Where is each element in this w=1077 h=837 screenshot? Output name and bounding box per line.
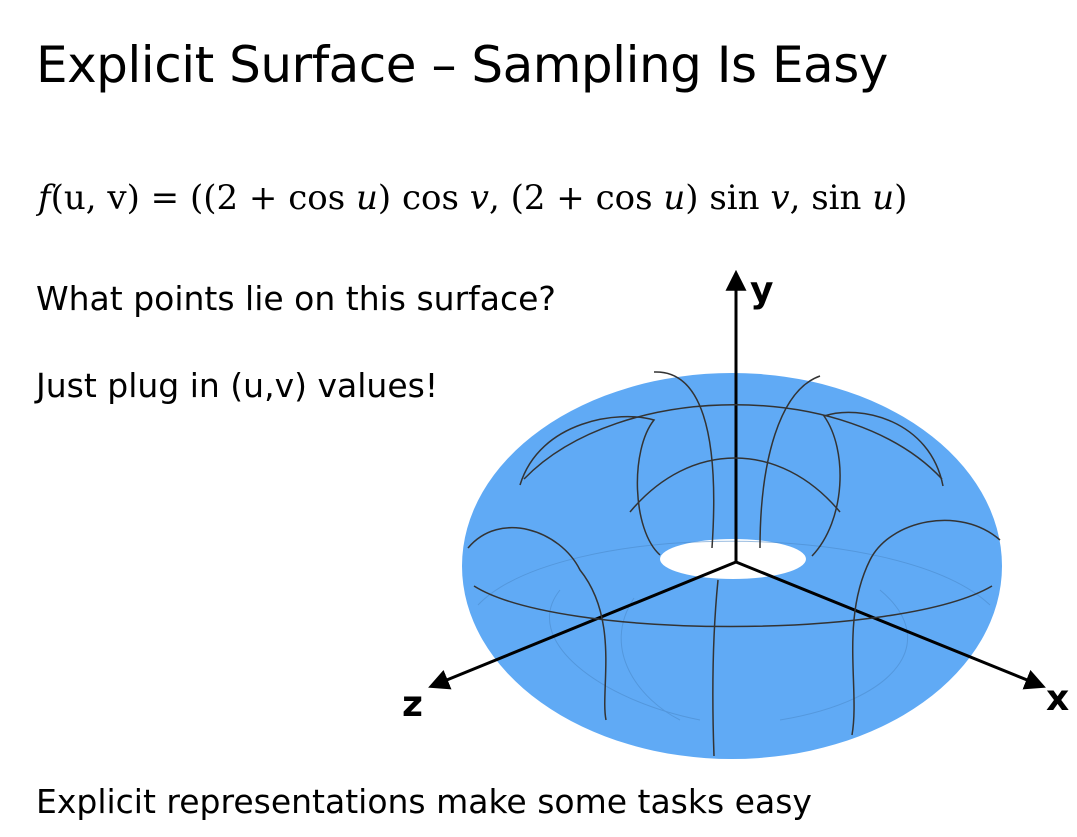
outer-parallel bbox=[523, 404, 943, 480]
x-axis bbox=[735, 560, 1046, 690]
axes bbox=[428, 269, 1046, 690]
question-text: What points lie on this surface? bbox=[36, 279, 556, 318]
x-axis-label: x bbox=[1046, 678, 1069, 719]
meridian-4 bbox=[811, 411, 944, 557]
answer-text: Just plug in (u,v) values! bbox=[36, 366, 439, 405]
meridian-5 bbox=[467, 526, 607, 721]
torus-grid-lines bbox=[467, 371, 1001, 757]
meridian-3 bbox=[759, 375, 821, 549]
meridian-6 bbox=[712, 579, 719, 757]
footer-text: Explicit representations make some tasks… bbox=[36, 782, 812, 821]
meridian-1 bbox=[519, 415, 661, 556]
front-parallel bbox=[473, 585, 993, 628]
z-axis bbox=[428, 560, 737, 690]
hidden-grid-lines bbox=[477, 540, 991, 721]
torus-surface bbox=[462, 373, 1002, 759]
meridian-7 bbox=[851, 519, 1001, 736]
meridian-2 bbox=[653, 371, 715, 549]
slide-title: Explicit Surface – Sampling Is Easy bbox=[36, 36, 888, 94]
parametric-formula: f(u, v) = ((2 + cos u) cos v, (2 + cos u… bbox=[38, 178, 908, 218]
y-axis-label: y bbox=[750, 270, 773, 311]
z-axis-label: z bbox=[402, 684, 423, 725]
inner-parallel bbox=[629, 457, 841, 513]
